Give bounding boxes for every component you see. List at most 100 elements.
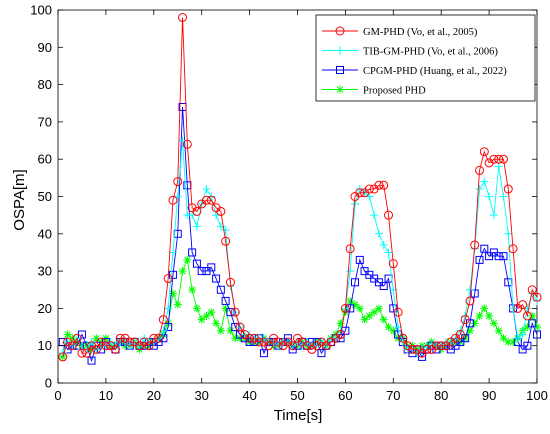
data-point [192, 206, 202, 216]
data-point [465, 285, 474, 294]
data-point [355, 255, 364, 264]
data-point [346, 296, 355, 305]
data-point [485, 311, 494, 320]
x-axis-label: Time[s] [274, 407, 323, 424]
legend-entry: GM-PHD (Vo, et al., 2005) [322, 26, 478, 38]
data-point [202, 311, 211, 320]
data-point [336, 330, 346, 340]
x-tick-label: 100 [526, 388, 548, 403]
data-point [154, 333, 164, 343]
data-point [489, 211, 498, 220]
data-point [475, 311, 484, 320]
x-tick-label: 20 [147, 388, 161, 403]
data-point [494, 326, 503, 335]
legend-entries: GM-PHD (Vo, et al., 2005) TIB-GM-PHD (Vo,… [322, 26, 507, 96]
data-point [168, 289, 177, 298]
data-point [503, 184, 513, 194]
legend-entry: Proposed PHD [322, 85, 426, 96]
legend-marker [336, 66, 344, 74]
data-point [216, 285, 225, 294]
data-point [212, 274, 221, 283]
data-point [163, 274, 173, 284]
x-tick-label: 10 [99, 388, 113, 403]
data-point [499, 192, 508, 201]
data-point [178, 12, 188, 22]
data-point [494, 162, 503, 171]
data-point [509, 337, 518, 346]
legend-entry: TIB-GM-PHD (Vo, et al., 2006) [322, 46, 498, 57]
data-point [87, 356, 96, 365]
data-point [480, 244, 489, 253]
data-point [68, 334, 77, 343]
x-tick-label: 50 [290, 388, 304, 403]
data-point [379, 282, 388, 291]
legend-marker [335, 26, 345, 36]
data-point [254, 337, 264, 347]
data-point [340, 303, 350, 313]
data-point [489, 154, 499, 164]
data-point [173, 177, 183, 187]
data-point [532, 292, 542, 302]
data-point [192, 304, 201, 313]
data-point [388, 259, 398, 269]
data-point [168, 248, 177, 257]
y-tick-label: 70 [38, 114, 52, 129]
data-point [350, 300, 359, 309]
data-point [479, 147, 489, 157]
x-tick-label: 70 [386, 388, 400, 403]
data-point [470, 240, 480, 250]
data-point [528, 319, 537, 328]
data-point [101, 341, 111, 351]
series-0 [58, 12, 542, 362]
data-point [91, 344, 101, 354]
data-point [379, 315, 388, 324]
data-point [164, 304, 173, 313]
data-point [202, 185, 211, 194]
data-point [393, 307, 403, 317]
data-point [115, 333, 125, 343]
data-point [221, 226, 230, 235]
data-point [225, 277, 235, 287]
data-point [499, 252, 508, 261]
data-point [188, 248, 197, 257]
data-point [475, 185, 484, 194]
x-tick-label: 80 [434, 388, 448, 403]
data-point [527, 285, 537, 295]
y-tick-label: 40 [38, 226, 52, 241]
data-point [178, 267, 187, 276]
y-tick-label: 50 [38, 189, 52, 204]
data-point [144, 341, 154, 351]
data-point [504, 337, 513, 346]
data-point [465, 296, 475, 306]
data-point [235, 322, 245, 332]
data-point [197, 315, 206, 324]
x-axis-ticks: 0 10 20 30 40 50 60 70 80 90 100 [54, 10, 548, 403]
data-point [455, 330, 465, 340]
data-point [226, 326, 235, 335]
data-point [216, 206, 226, 216]
series-line [62, 106, 538, 363]
legend-label: CPGM-PHD (Huang, et al., 2022) [363, 66, 507, 77]
data-point [523, 341, 532, 350]
data-point [364, 184, 374, 194]
data-point [360, 315, 369, 324]
y-axis-ticks: 0 10 20 30 40 50 60 70 80 90 100 [30, 3, 537, 391]
y-tick-label: 30 [38, 264, 52, 279]
data-point [77, 348, 87, 358]
y-tick-label: 20 [38, 301, 52, 316]
data-point [379, 240, 388, 249]
data-point [374, 229, 383, 238]
data-point [67, 341, 77, 351]
data-point [460, 315, 470, 325]
data-point [221, 236, 231, 246]
x-tick-label: 60 [338, 388, 352, 403]
data-point [498, 154, 508, 164]
data-point [288, 341, 298, 351]
data-point [374, 304, 383, 313]
data-point [58, 352, 68, 362]
y-tick-label: 90 [38, 40, 52, 55]
y-tick-label: 80 [38, 77, 52, 92]
legend-marker [336, 85, 344, 94]
data-point [384, 210, 394, 220]
